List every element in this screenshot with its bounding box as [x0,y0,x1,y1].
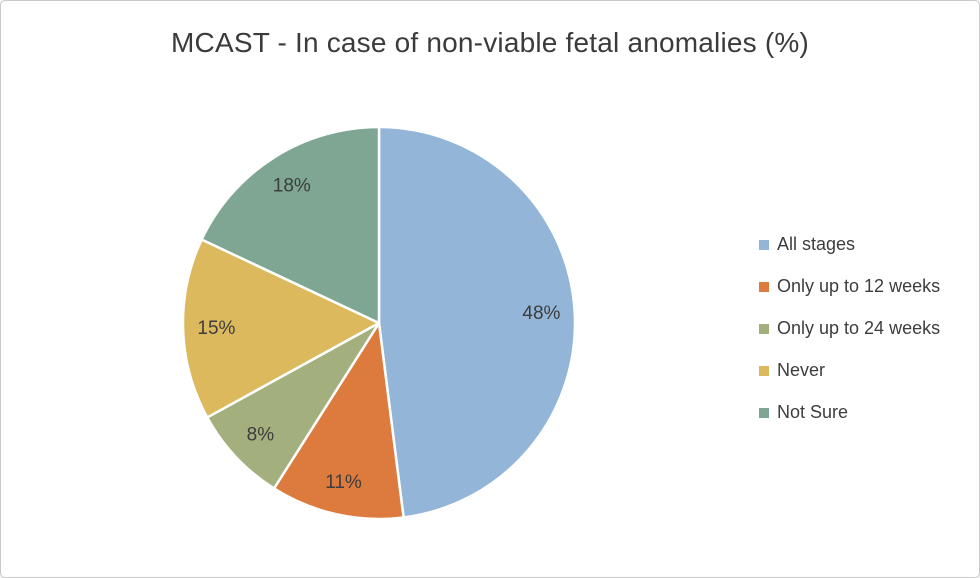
pie-slice-label-not-sure: 18% [273,176,311,197]
legend-label: Not Sure [777,402,849,422]
pie-slice-not-sure [200,125,381,325]
legend-swatch-icon [759,407,769,418]
pie-slice-label-only-up-to-12-weeks: 11% [325,472,362,493]
legend-item-all-stages: All stages [759,234,940,255]
pie-slice-only-up-to-12-weeks [272,321,405,521]
legend-swatch-icon [759,365,769,376]
pie-slice-label-never: 15% [197,318,235,339]
legend-label: Never [777,360,826,380]
legend-swatch-icon [759,281,769,292]
legend-swatch-icon [759,239,769,250]
legend-swatch-icon [759,323,769,334]
pie-slice-all-stages [377,125,577,519]
legend-item-only-up-to-12-weeks: Only up to 12 weeks [759,276,940,297]
legend-item-not-sure: Not Sure [759,402,940,423]
pie-slice-label-only-up-to-24-weeks: 8% [247,424,275,445]
legend-label: Only up to 12 weeks [777,276,941,296]
legend-label: All stages [777,234,856,254]
pie-slice-label-all-stages: 48% [522,303,560,324]
legend-item-never: Never [759,360,940,381]
pie-slice-never [181,238,381,419]
chart-legend: All stages Only up to 12 weeks Only up to … [759,234,940,423]
legend-item-only-up-to-24-weeks: Only up to 24 weeks [759,318,940,339]
legend-label: Only up to 24 weeks [777,318,941,338]
pie-slice-only-up-to-24-weeks [205,321,381,490]
chart-title: MCAST - In case of non-viable fetal anom… [171,27,809,58]
